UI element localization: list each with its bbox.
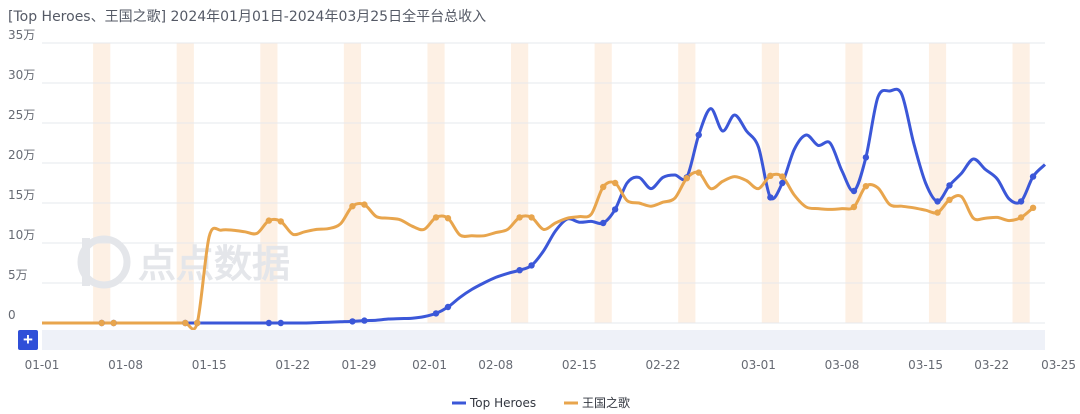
- data-point[interactable]: [1029, 204, 1037, 211]
- x-tick-label: 01-15: [192, 358, 227, 372]
- watermark: 点点数据: [77, 235, 290, 289]
- watermark-text: 点点数据: [138, 242, 290, 286]
- data-point[interactable]: [850, 203, 858, 211]
- x-tick-label: 02-08: [478, 358, 513, 372]
- x-tick-label: 01-22: [275, 358, 310, 372]
- x-tick-label: 03-08: [825, 358, 860, 372]
- data-point[interactable]: [110, 319, 117, 327]
- data-point[interactable]: [528, 262, 535, 269]
- data-point[interactable]: [361, 317, 368, 324]
- data-point[interactable]: [516, 214, 523, 221]
- y-tick-label: 35万: [8, 28, 35, 42]
- x-tick-label: 03-22: [974, 358, 1009, 372]
- legend: Top Heroes 王国之歌: [452, 395, 630, 410]
- data-point[interactable]: [600, 183, 607, 191]
- y-tick-label: 20万: [8, 148, 35, 162]
- y-tick-label: 15万: [8, 188, 35, 202]
- data-point[interactable]: [779, 179, 786, 187]
- data-point[interactable]: [98, 319, 105, 327]
- legend-label[interactable]: Top Heroes: [469, 396, 536, 410]
- highlight-band: [594, 43, 612, 323]
- data-point[interactable]: [767, 172, 774, 179]
- highlight-band: [343, 43, 362, 323]
- weekend-highlight-bands: [93, 43, 1030, 323]
- watermark-logo-icon: [77, 235, 131, 289]
- x-tick-label: 02-22: [645, 358, 680, 372]
- data-point[interactable]: [683, 175, 690, 182]
- highlight-band: [427, 43, 445, 323]
- y-tick-label: 10万: [8, 228, 35, 242]
- data-point[interactable]: [862, 183, 870, 190]
- data-point[interactable]: [194, 319, 201, 327]
- data-point[interactable]: [946, 196, 953, 203]
- highlight-band: [845, 43, 863, 323]
- chart-title: [Top Heroes、王国之歌] 2024年01月01日-2024年03月25…: [8, 9, 487, 25]
- x-tick-label: 03-15: [908, 358, 943, 372]
- data-point[interactable]: [934, 209, 941, 216]
- data-point[interactable]: [182, 319, 189, 327]
- data-point[interactable]: [1029, 173, 1037, 180]
- series-line: [42, 87, 1047, 325]
- legend-label[interactable]: 王国之歌: [582, 395, 630, 410]
- y-tick-label: 30万: [8, 68, 35, 82]
- data-point[interactable]: [277, 319, 285, 327]
- highlight-band: [678, 43, 696, 323]
- data-point[interactable]: [1017, 198, 1025, 205]
- x-tick-label: 01-29: [341, 358, 376, 372]
- x-tick-label: 03-25: [1041, 358, 1076, 372]
- highlight-band: [761, 43, 779, 323]
- data-point[interactable]: [850, 187, 858, 195]
- data-point[interactable]: [265, 217, 273, 224]
- zoom-slider-track[interactable]: [42, 330, 1045, 350]
- data-point[interactable]: [277, 218, 285, 225]
- y-tick-label: 25万: [8, 108, 35, 122]
- data-point[interactable]: [432, 214, 440, 221]
- data-point[interactable]: [862, 154, 870, 161]
- data-point[interactable]: [528, 214, 535, 221]
- x-tick-label: 01-08: [108, 358, 143, 372]
- data-point[interactable]: [516, 267, 523, 274]
- data-point[interactable]: [600, 219, 607, 227]
- x-tick-label: 02-01: [412, 358, 447, 372]
- data-point[interactable]: [946, 182, 953, 189]
- data-point[interactable]: [695, 131, 702, 139]
- data-point[interactable]: [265, 319, 273, 327]
- data-point[interactable]: [611, 206, 619, 213]
- x-axis-labels: 01-01 01-08 01-15 01-22 01-29 02-01 02-08 02-15…: [25, 358, 1076, 372]
- data-point[interactable]: [779, 173, 786, 180]
- y-tick-label: 0: [8, 308, 16, 322]
- highlight-band: [1012, 43, 1030, 323]
- data-point[interactable]: [349, 318, 356, 325]
- data-point[interactable]: [934, 198, 941, 205]
- highlight-band: [511, 43, 529, 323]
- zoom-button[interactable]: +: [18, 330, 38, 350]
- x-tick-label: 01-01: [25, 358, 60, 372]
- y-axis-labels: 0 5万 10万 15万 20万 25万 30万 35万: [8, 28, 35, 322]
- highlight-band: [176, 43, 194, 323]
- highlight-band: [260, 43, 278, 323]
- y-tick-label: 5万: [8, 268, 28, 282]
- data-point[interactable]: [695, 169, 702, 176]
- data-point[interactable]: [1017, 214, 1025, 221]
- data-point[interactable]: [361, 201, 368, 208]
- data-point[interactable]: [432, 310, 440, 317]
- data-point[interactable]: [611, 179, 619, 187]
- highlight-band: [928, 43, 947, 323]
- x-tick-label: 02-15: [562, 358, 597, 372]
- data-point[interactable]: [444, 215, 452, 222]
- data-point[interactable]: [767, 194, 774, 201]
- data-point[interactable]: [444, 303, 452, 311]
- data-point[interactable]: [349, 203, 356, 210]
- series-points: [98, 131, 1037, 327]
- x-tick-label: 03-01: [741, 358, 776, 372]
- highlight-band: [93, 43, 111, 323]
